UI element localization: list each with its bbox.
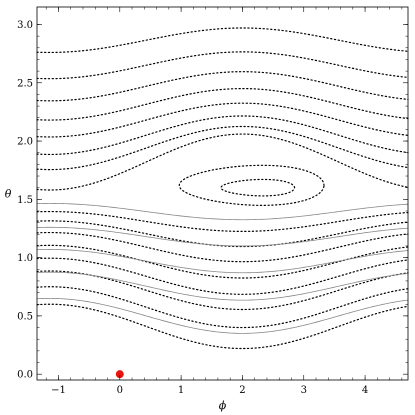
x-tick-label: 2	[239, 385, 245, 396]
x-axis-ticks: −1 0 1 2 3 4	[45, 7, 403, 396]
y-tick-label: 1.0	[17, 253, 33, 264]
x-tick-label: 3	[301, 385, 307, 396]
y-tick-label: 0.5	[17, 311, 33, 322]
y-tick-label: 2.5	[17, 78, 33, 89]
closed-orbit-2	[220, 178, 296, 197]
y-tick-label: 1.5	[17, 195, 33, 206]
series-line-13	[36, 257, 409, 295]
series-line-11	[36, 231, 409, 263]
closed-orbit-1	[178, 164, 325, 206]
series-line-14	[36, 270, 409, 311]
curves-layer	[36, 27, 409, 350]
series-line-21	[36, 298, 409, 334]
series-line-1	[36, 27, 409, 54]
series-line-19	[36, 249, 409, 274]
series-line-3	[36, 71, 409, 102]
series-line-2	[36, 51, 409, 80]
data-point-1	[115, 370, 124, 379]
x-tick-label: 0	[117, 385, 123, 396]
points-layer	[115, 370, 124, 379]
series-line-7	[36, 125, 409, 171]
x-tick-label: 1	[178, 385, 184, 396]
series-line-18	[36, 226, 409, 247]
y-axis-ticks: 0.0 0.5 1.0 1.5 2.0 2.5 3.0	[17, 20, 408, 381]
plot-frame	[36, 6, 409, 381]
x-tick-label: −1	[51, 385, 66, 396]
series-line-12	[36, 244, 409, 279]
series-line-10	[36, 220, 409, 248]
series-line-5	[36, 102, 409, 138]
series-line-17	[36, 203, 409, 221]
series-line-6	[36, 115, 409, 156]
y-tick-label: 0.0	[17, 370, 33, 381]
series-line-20	[36, 271, 409, 301]
series-line-9	[36, 210, 409, 232]
x-tick-label: 4	[362, 385, 368, 396]
y-tick-label: 2.0	[17, 137, 33, 148]
y-tick-label: 3.0	[17, 20, 33, 31]
y-axis-title: θ	[5, 188, 12, 201]
series-line-16	[36, 303, 409, 350]
series-line-4	[36, 88, 409, 121]
x-axis-title: ϕ	[219, 399, 227, 412]
series-line-15	[36, 286, 409, 329]
series-line-8	[36, 133, 409, 191]
